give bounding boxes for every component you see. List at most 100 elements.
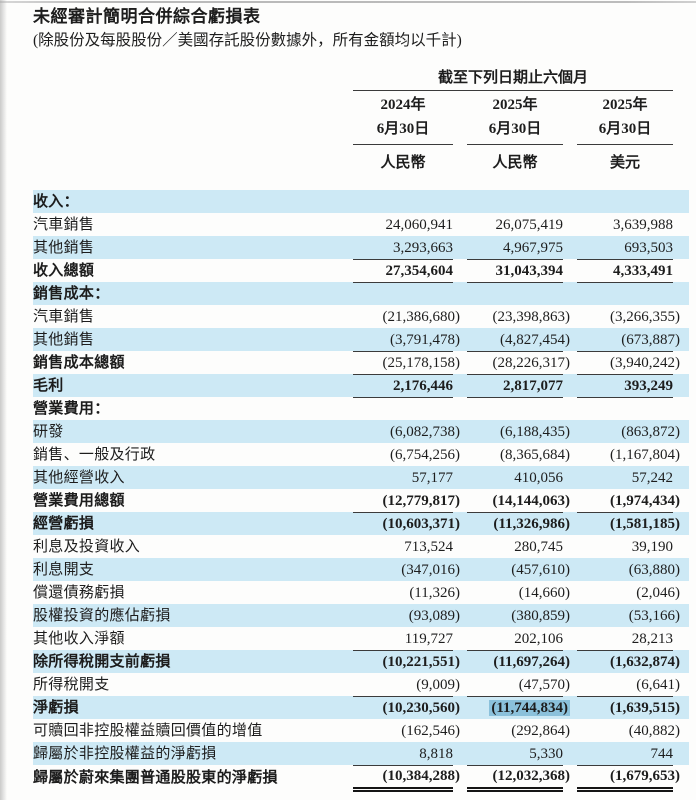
value: 27,354,604 xyxy=(385,262,454,279)
row-right-pad xyxy=(673,558,690,581)
row-right-pad xyxy=(673,397,689,420)
value: (63,880) xyxy=(628,562,681,578)
value-cell: (6,082,738) xyxy=(353,420,460,443)
value-cell: (4,827,454) xyxy=(467,328,570,352)
row-right-pad xyxy=(673,742,690,765)
value: (380,859) xyxy=(511,608,570,624)
value: (8,365,684) xyxy=(500,447,570,463)
column-gap xyxy=(453,190,467,213)
section-header-row: 銷售成本： xyxy=(33,282,690,305)
column-year: 2025年 xyxy=(492,96,538,113)
row-label: 收入： xyxy=(33,190,353,213)
column-header-date-3: 2025年 6月30日 xyxy=(577,90,674,145)
value: 31,043,394 xyxy=(495,262,564,279)
column-gap xyxy=(563,512,577,535)
column-date: 6月30日 xyxy=(598,120,652,137)
column-gap xyxy=(563,374,577,397)
column-gap xyxy=(453,512,467,535)
column-gap xyxy=(563,282,577,305)
value: 393,249 xyxy=(624,377,674,394)
value-cell: 4,333,491 xyxy=(577,259,674,283)
table-row: 歸屬於蔚來集團普通股股東的淨虧損 (10,384,288) (12,032,368)… xyxy=(33,765,689,792)
value-cell: (3,940,242) xyxy=(577,351,680,375)
column-gap xyxy=(563,236,577,259)
value: (3,791,478) xyxy=(390,331,460,348)
value: 2,176,446 xyxy=(393,377,453,394)
value-cell xyxy=(353,282,453,305)
column-gap xyxy=(453,328,467,351)
value-cell: 8,818 xyxy=(353,742,453,766)
row-right-pad xyxy=(673,420,690,443)
value-cell: (347,016) xyxy=(353,558,460,581)
row-label: 其他經營收入 xyxy=(33,466,353,489)
value: (1,632,874) xyxy=(610,654,681,670)
value: 713,524 xyxy=(404,539,453,555)
table-row: 經營虧損 (10,603,371) (11,326,986) (1,581,185) xyxy=(33,512,690,535)
value: (53,166) xyxy=(628,608,681,624)
value: (21,386,680) xyxy=(382,309,461,325)
column-gap xyxy=(453,213,467,236)
value-cell: (673,887) xyxy=(577,328,680,352)
value-cell: (14,144,063) xyxy=(467,489,570,513)
value: (47,570) xyxy=(518,676,570,693)
value: (9,009) xyxy=(416,676,460,693)
column-gap xyxy=(563,190,577,213)
value-cell: (10,221,551) xyxy=(353,650,460,673)
row-label: 其他銷售 xyxy=(33,236,353,259)
row-right-pad xyxy=(673,696,690,719)
value-cell: 410,056 xyxy=(467,466,563,489)
value-cell: 744 xyxy=(577,742,674,766)
row-right-pad xyxy=(673,627,689,650)
value-cell: (93,089) xyxy=(353,604,460,627)
income-statement-table: 截至下列日期止六個月 2024年 6月30日 2025年 6月30日 2025年… xyxy=(33,64,690,792)
row-label: 償還債務虧損 xyxy=(33,585,125,601)
column-gap xyxy=(453,696,467,719)
value-cell: (162,546) xyxy=(353,719,460,742)
row-label: 營業費用總額 xyxy=(33,493,125,509)
value-cell: 280,745 xyxy=(467,535,563,558)
value-cell: 2,817,077 xyxy=(467,374,563,398)
table-row: 銷售、一般及行政 (6,754,256) (8,365,684) (1,167,804… xyxy=(33,443,689,466)
value-cell: (6,754,256) xyxy=(353,443,460,466)
value: (12,032,368) xyxy=(492,767,571,784)
page-title: 未經審計簡明合併綜合虧損表 xyxy=(33,7,261,26)
value-cell: 5,330 xyxy=(467,742,563,766)
value-cell: (1,581,185) xyxy=(577,512,680,535)
value-cell: (14,660) xyxy=(467,581,570,604)
value-cell: (40,882) xyxy=(577,719,680,742)
value-cell: (12,032,368) xyxy=(467,765,570,792)
value-cell: 3,639,988 xyxy=(577,213,673,236)
column-gap xyxy=(563,328,577,351)
value-cell xyxy=(577,282,674,305)
empty-cell xyxy=(33,90,353,144)
value: 8,818 xyxy=(419,745,453,762)
value-cell: (63,880) xyxy=(577,558,680,581)
empty-cell xyxy=(33,144,353,172)
column-gap xyxy=(453,397,467,420)
value-cell: 3,293,663 xyxy=(353,236,453,260)
currency-header-row: 人民幣 人民幣 美元 xyxy=(33,144,689,172)
value: 57,177 xyxy=(411,470,453,486)
column-gap xyxy=(453,282,467,305)
column-gap xyxy=(453,650,467,673)
value-cell: 393,249 xyxy=(577,374,674,398)
column-gap xyxy=(563,213,577,236)
value: (11,697,264) xyxy=(493,654,570,670)
value: 3,293,663 xyxy=(393,239,453,256)
value-cell: (10,230,560) xyxy=(353,696,460,719)
value: (2,046) xyxy=(636,585,681,601)
value-cell: 119,727 xyxy=(353,627,453,651)
value: (1,679,653) xyxy=(610,767,681,784)
value: (23,398,863) xyxy=(492,309,571,325)
value: (25,178,158) xyxy=(382,354,461,371)
value-cell: 28,213 xyxy=(577,627,674,651)
table-row: 淨虧損 (10,230,560) (11,744,834) (1,639,515) xyxy=(33,696,690,719)
value-cell: 57,242 xyxy=(577,466,674,489)
value: (292,864) xyxy=(511,723,570,739)
value: (673,887) xyxy=(621,331,681,348)
column-gap xyxy=(563,558,577,581)
value-cell: (380,859) xyxy=(467,604,570,627)
empty-cell xyxy=(673,64,689,90)
value: (4,827,454) xyxy=(500,331,570,348)
